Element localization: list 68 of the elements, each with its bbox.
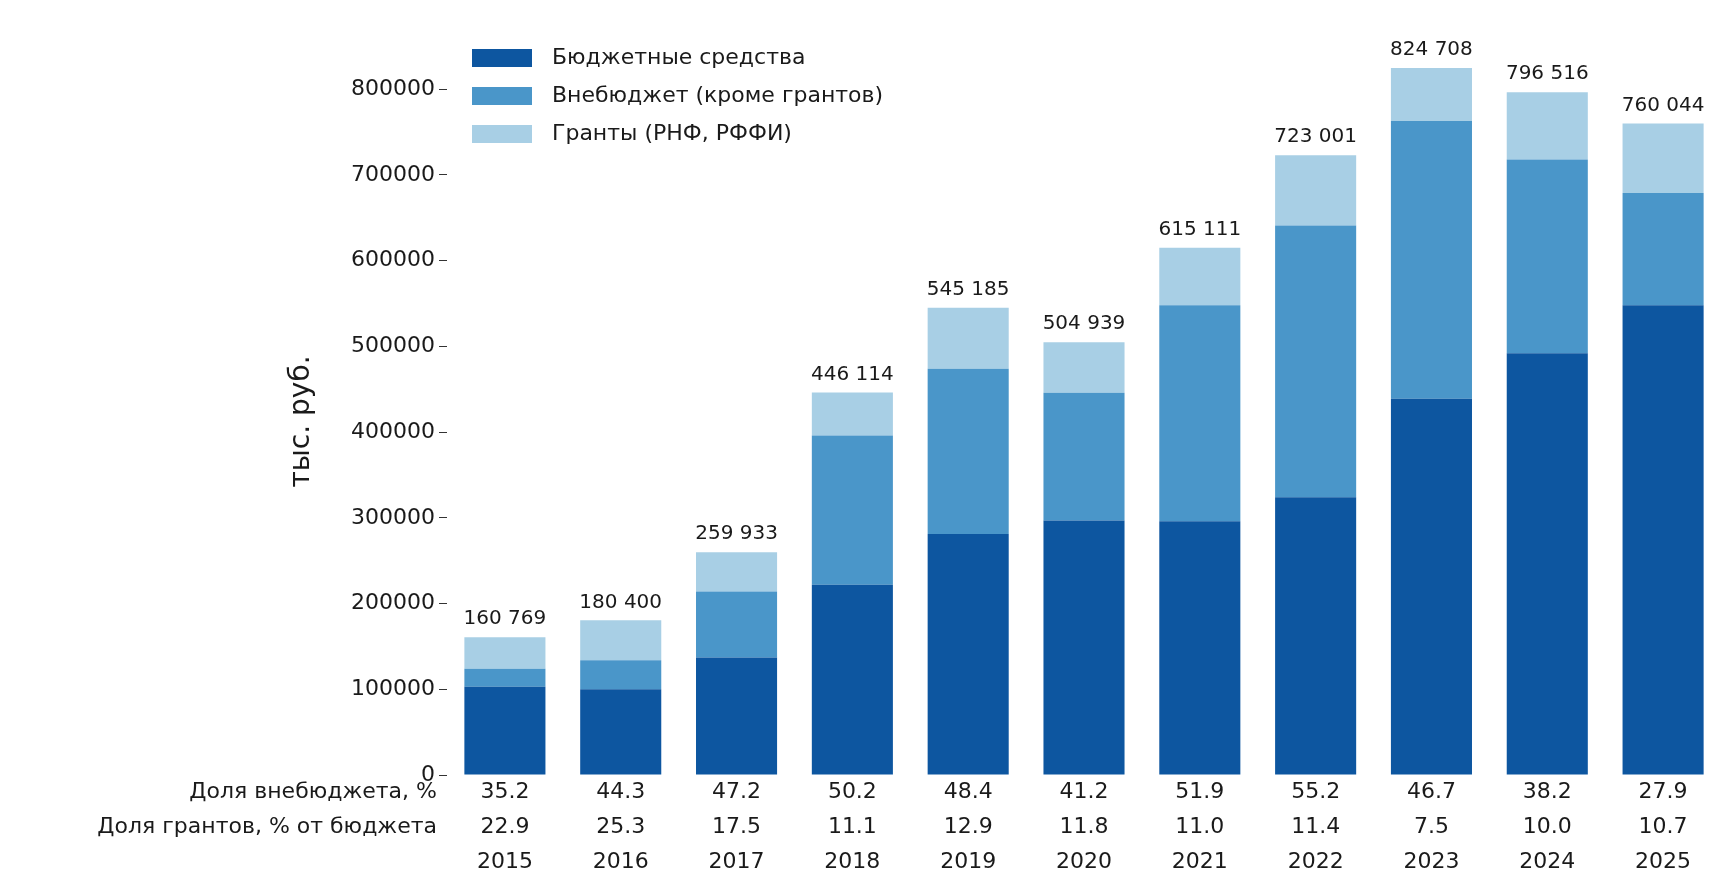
bar xyxy=(1043,520,1125,775)
total-label: 446 114 xyxy=(811,360,894,385)
bar xyxy=(696,552,778,592)
bar xyxy=(1506,159,1588,354)
y-tick-label: 600000 xyxy=(351,246,435,272)
bar xyxy=(464,668,546,687)
y-tick-label: 400000 xyxy=(351,417,435,443)
bar xyxy=(1622,192,1704,306)
total-label: 545 185 xyxy=(926,275,1010,300)
bar xyxy=(580,620,662,661)
bar xyxy=(1622,305,1704,775)
bar xyxy=(811,435,893,585)
y-tick-label: 300000 xyxy=(351,503,435,529)
bar xyxy=(696,591,778,658)
total-label: 615 111 xyxy=(1158,215,1242,240)
legend-label: Бюджетные средства xyxy=(552,43,806,69)
x-tick-label: 41.2 11.8 2020 xyxy=(1056,778,1112,874)
bar xyxy=(811,584,893,775)
bar xyxy=(1275,155,1357,226)
bar xyxy=(580,660,662,690)
bar xyxy=(696,657,778,775)
x-tick-label: 35.2 22.9 2015 xyxy=(476,778,533,874)
y-tick-label: 200000 xyxy=(351,589,435,615)
x-tick-label: 38.2 10.0 2024 xyxy=(1519,778,1576,874)
bar xyxy=(927,307,1009,369)
bar xyxy=(1506,92,1588,160)
total-label: 796 516 xyxy=(1505,60,1589,85)
total-label: 160 769 xyxy=(463,605,547,630)
bar xyxy=(1159,247,1241,306)
x-tick-label: 46.7 7.5 2023 xyxy=(1403,778,1460,874)
y-tick-label: 700000 xyxy=(351,160,435,186)
x-tick-label: 50.2 11.1 2018 xyxy=(824,778,881,874)
bar xyxy=(1622,123,1704,193)
y-tick-label: 100000 xyxy=(351,674,435,700)
total-label: 259 933 xyxy=(695,520,778,545)
bar xyxy=(927,534,1009,775)
y-tick-label: 800000 xyxy=(351,74,435,100)
x-tick-label: 47.2 17.5 2017 xyxy=(708,778,765,874)
total-label: 180 400 xyxy=(579,588,663,613)
x-tick-label: 27.9 10.7 2025 xyxy=(1635,778,1692,874)
x-tick-label: 44.3 25.3 2016 xyxy=(592,778,649,874)
bar xyxy=(1390,398,1472,775)
bar xyxy=(1043,342,1125,393)
bar xyxy=(580,689,662,775)
total-label: 760 044 xyxy=(1621,91,1705,116)
x-tick-label: 48.4 12.9 2019 xyxy=(940,778,997,874)
total-label: 504 939 xyxy=(1042,310,1126,335)
bar xyxy=(1275,225,1357,498)
y-axis-title: тыс. руб. xyxy=(283,355,317,488)
x-tick-label: 55.2 11.4 2022 xyxy=(1287,778,1344,874)
x-tick-label: 51.9 11.0 2021 xyxy=(1171,778,1228,874)
bar xyxy=(1159,521,1241,775)
bar xyxy=(927,368,1009,535)
bar xyxy=(811,392,893,436)
bar xyxy=(1043,392,1125,521)
bar xyxy=(464,637,546,669)
y-tick-label: 500000 xyxy=(351,332,435,358)
legend-label: Гранты (РНФ, РФФИ) xyxy=(552,119,792,145)
total-label: 723 001 xyxy=(1274,123,1357,148)
bar xyxy=(1275,497,1357,775)
bar xyxy=(1390,68,1472,121)
total-label: 824 708 xyxy=(1390,36,1473,61)
bar xyxy=(464,686,546,775)
legend-label: Внебюджет (кроме грантов) xyxy=(552,81,884,107)
bar xyxy=(1506,353,1588,775)
bar xyxy=(1390,120,1472,399)
bar xyxy=(1159,305,1241,522)
text: Доля грантов, % от бюджета xyxy=(97,813,437,839)
